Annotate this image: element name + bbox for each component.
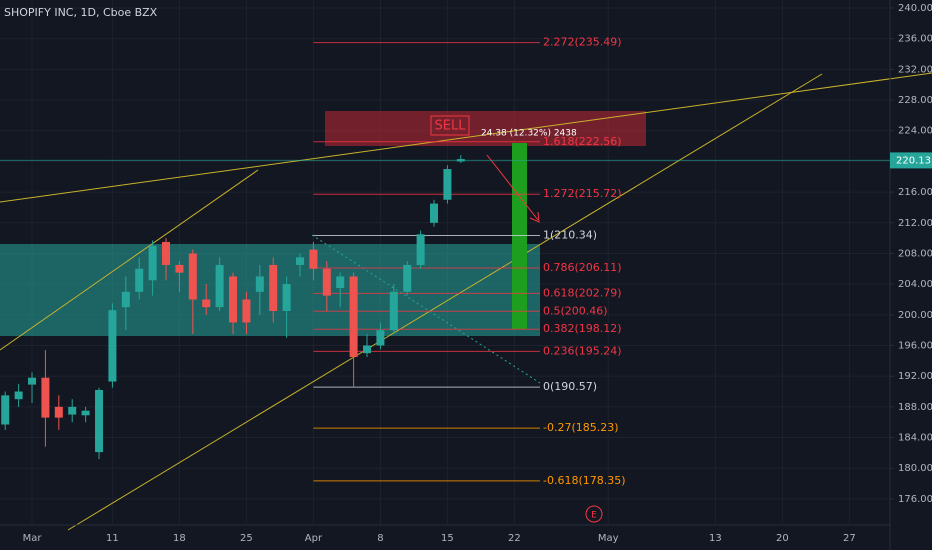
candle-body — [41, 377, 50, 418]
x-tick-label: Apr — [305, 533, 323, 544]
candle-body — [1, 395, 10, 425]
fib-label: -0.618(178.35) — [543, 474, 626, 487]
x-tick-label: 11 — [106, 533, 119, 544]
candle-body — [148, 245, 157, 281]
y-tick-label: 196.00 — [898, 340, 932, 351]
candle-body — [188, 253, 197, 300]
y-tick-label: 224.00 — [898, 126, 932, 137]
y-tick-label: 176.00 — [898, 494, 932, 505]
fib-label: 0.5(200.46) — [543, 304, 608, 317]
x-tick-label: 8 — [377, 533, 383, 544]
measure-label: 24.38 (12.32%) 2438 — [481, 129, 577, 139]
candle-body — [121, 291, 130, 308]
fib-levels: 2.272(235.49) 1.618(222.56) 1.272(215.72) 1… — [313, 36, 626, 487]
dotted-line — [311, 234, 541, 384]
arrow — [486, 154, 539, 221]
fib-label: 0.236(195.24) — [543, 344, 622, 357]
candle-body — [242, 299, 251, 323]
x-tick-label: 25 — [240, 533, 253, 544]
candle-body — [68, 406, 77, 415]
candle-body — [175, 264, 184, 273]
x-tick-label: 13 — [709, 533, 722, 544]
candle-body — [430, 203, 439, 223]
y-tick-label: 200.00 — [898, 310, 932, 321]
fib-label: 2.272(235.49) — [543, 36, 622, 49]
measure-bar — [512, 143, 527, 329]
fib-label: -0.27(185.23) — [543, 421, 619, 434]
x-tick-label: 27 — [843, 533, 856, 544]
fib-label: 0.786(206.11) — [543, 261, 622, 274]
arrow-head — [529, 211, 540, 223]
candle-body — [443, 169, 452, 200]
x-tick-label: 22 — [508, 533, 521, 544]
fib-label: 1.272(215.72) — [543, 187, 622, 200]
y-tick-label: 216.00 — [898, 187, 932, 198]
candle-body — [349, 276, 358, 358]
candle-body — [403, 264, 412, 292]
candle-body — [108, 310, 117, 382]
y-tick-label: 212.00 — [898, 218, 932, 229]
fib-label: 1(210.34) — [543, 228, 597, 241]
candle-body — [322, 268, 331, 296]
y-tick-label: 240.00 — [898, 3, 932, 14]
candle-body — [255, 276, 264, 292]
candle-body — [162, 241, 171, 265]
candle-body — [14, 391, 23, 400]
x-tick-label: May — [598, 533, 619, 544]
sell-label: SELL — [435, 119, 467, 134]
x-tick-label: 15 — [441, 533, 454, 544]
candle-body — [229, 276, 238, 323]
fib-label: 0(190.57) — [543, 380, 597, 393]
trend-line — [0, 169, 259, 351]
candle-body — [336, 276, 345, 288]
earnings-icon — [585, 505, 603, 523]
candle-body — [202, 299, 211, 308]
y-tick-label: 188.00 — [898, 402, 932, 413]
candle-body — [389, 291, 398, 331]
x-tick-label: 18 — [173, 533, 186, 544]
last-price-box — [890, 152, 932, 169]
candle-body — [215, 264, 224, 308]
candle-body — [376, 330, 385, 346]
y-tick-label: 228.00 — [898, 95, 932, 106]
y-tick-label: 204.00 — [898, 279, 932, 290]
x-tick-label: Mar — [23, 533, 43, 544]
y-tick-label: 236.00 — [898, 34, 932, 45]
y-tick-label: 208.00 — [898, 248, 932, 259]
candle-body — [135, 268, 144, 292]
candle-body — [282, 284, 291, 311]
y-tick-label: 192.00 — [898, 371, 932, 382]
candle-body — [54, 406, 63, 418]
chart-title: SHOPIFY INC, 1D, Cboe BZX — [4, 6, 158, 19]
candle-body — [269, 264, 278, 311]
trend-line — [0, 72, 932, 203]
y-tick-label: 232.00 — [898, 64, 932, 75]
fib-label: 0.382(198.12) — [543, 322, 622, 335]
candle-body — [296, 257, 305, 265]
candle-body — [363, 345, 372, 354]
fib-label: 1.618(222.56) — [543, 135, 622, 148]
axes: 240.00236.00232.00228.00224.00220.00216.… — [0, 3, 932, 544]
candle-body — [416, 234, 425, 265]
earnings-label: E — [591, 511, 597, 521]
y-tick-label: 180.00 — [898, 463, 932, 474]
candle-body — [309, 249, 318, 269]
y-tick-label: 184.00 — [898, 433, 932, 444]
trend-line — [67, 73, 823, 531]
candles — [1, 155, 465, 460]
fib-label: 0.618(202.79) — [543, 286, 622, 299]
sell-box — [430, 115, 470, 136]
last-price-label: 220.13 — [896, 155, 931, 166]
x-tick-label: 20 — [776, 533, 789, 544]
candle-body — [28, 377, 37, 385]
candle-body — [95, 389, 104, 453]
sell-zone — [325, 111, 646, 146]
candle-body — [81, 410, 90, 416]
